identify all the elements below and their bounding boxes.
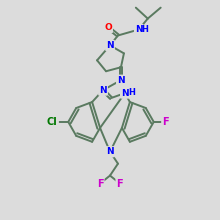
Text: F: F	[97, 179, 103, 189]
Text: N: N	[135, 25, 143, 34]
Text: H: H	[128, 88, 135, 97]
Text: Cl: Cl	[47, 117, 58, 127]
Text: N: N	[117, 76, 125, 85]
Text: N: N	[121, 89, 129, 98]
Text: N: N	[106, 41, 114, 50]
Text: F: F	[162, 117, 169, 127]
Text: N: N	[106, 147, 114, 156]
Text: O: O	[104, 23, 112, 32]
Text: H: H	[141, 25, 148, 34]
Text: N: N	[99, 86, 107, 95]
Text: F: F	[117, 179, 123, 189]
